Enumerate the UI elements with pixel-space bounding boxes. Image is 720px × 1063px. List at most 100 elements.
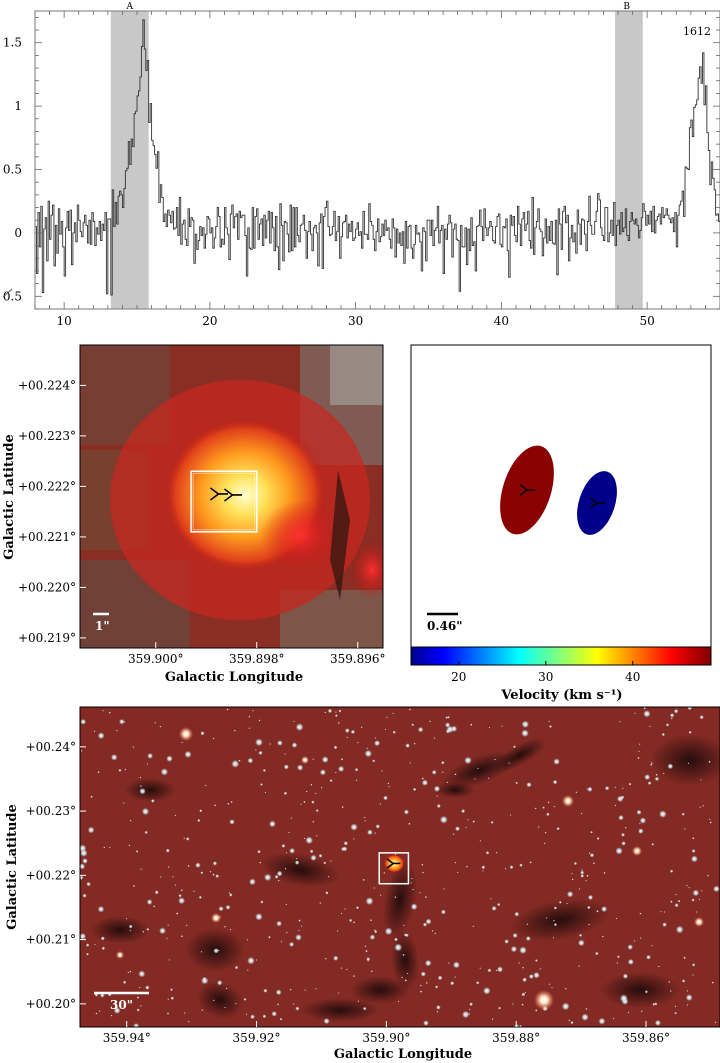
star bbox=[454, 976, 457, 978]
star bbox=[362, 1006, 367, 1011]
star bbox=[141, 807, 150, 816]
star bbox=[200, 871, 204, 875]
star bbox=[598, 1017, 606, 1025]
star bbox=[420, 971, 426, 977]
star bbox=[706, 874, 709, 877]
star bbox=[212, 861, 218, 866]
star bbox=[94, 943, 96, 946]
star bbox=[410, 882, 413, 884]
star bbox=[324, 711, 327, 714]
star bbox=[413, 742, 416, 745]
star bbox=[180, 889, 183, 892]
star bbox=[284, 753, 286, 755]
star bbox=[344, 728, 350, 734]
peak-label-A: A bbox=[125, 2, 133, 12]
star bbox=[495, 969, 498, 972]
star bbox=[212, 737, 215, 740]
star bbox=[335, 771, 337, 774]
star bbox=[587, 905, 591, 910]
star bbox=[695, 911, 698, 913]
star bbox=[388, 785, 390, 788]
star bbox=[624, 826, 627, 829]
star bbox=[616, 962, 619, 964]
star bbox=[446, 725, 454, 734]
star bbox=[465, 865, 468, 868]
star bbox=[283, 791, 288, 796]
star bbox=[421, 779, 429, 786]
star bbox=[552, 936, 555, 939]
star bbox=[474, 778, 476, 780]
star bbox=[431, 769, 437, 775]
star bbox=[408, 822, 411, 825]
star bbox=[686, 884, 688, 887]
star bbox=[304, 989, 307, 991]
star bbox=[153, 905, 156, 908]
star bbox=[397, 1000, 400, 1003]
star bbox=[700, 779, 702, 781]
star bbox=[357, 1000, 360, 1003]
star bbox=[552, 919, 555, 922]
star bbox=[330, 860, 332, 862]
star bbox=[252, 709, 254, 712]
star bbox=[495, 851, 498, 854]
star bbox=[615, 847, 623, 855]
field-frame bbox=[79, 706, 720, 1028]
star bbox=[174, 884, 177, 886]
star bbox=[263, 988, 268, 993]
star bbox=[86, 881, 91, 887]
star bbox=[614, 804, 617, 807]
bright-star bbox=[179, 727, 193, 741]
star bbox=[637, 756, 640, 760]
star bbox=[522, 977, 527, 983]
bright-star bbox=[694, 917, 704, 927]
star bbox=[620, 795, 625, 800]
star bbox=[379, 803, 382, 805]
star bbox=[364, 820, 366, 822]
star bbox=[373, 887, 376, 889]
star bbox=[197, 818, 201, 823]
star bbox=[392, 712, 395, 715]
star bbox=[616, 955, 620, 959]
star bbox=[167, 924, 170, 927]
dust-lane bbox=[90, 916, 150, 944]
star bbox=[440, 909, 446, 915]
star bbox=[213, 948, 219, 954]
star bbox=[110, 754, 118, 761]
field-ytick-label: +00.23° bbox=[26, 804, 76, 818]
star bbox=[200, 976, 209, 985]
spectrum-ytick-label: 0 bbox=[14, 226, 22, 240]
star bbox=[568, 1019, 571, 1022]
star bbox=[669, 990, 672, 992]
star bbox=[394, 896, 397, 899]
star bbox=[185, 837, 190, 841]
star bbox=[379, 894, 382, 896]
star bbox=[195, 862, 201, 868]
star bbox=[129, 929, 132, 932]
star bbox=[548, 724, 553, 729]
star bbox=[260, 783, 263, 786]
star bbox=[674, 1005, 677, 1008]
field-overlay bbox=[378, 852, 410, 885]
star bbox=[580, 812, 583, 815]
star bbox=[170, 996, 175, 1000]
star bbox=[467, 819, 469, 821]
zoom-marker bbox=[209, 487, 229, 501]
velocity-panel: 0.46" 20 30 40 Velocity (km s⁻¹) bbox=[410, 344, 712, 703]
star bbox=[421, 863, 424, 866]
star bbox=[290, 817, 293, 819]
star bbox=[417, 726, 424, 733]
star bbox=[303, 800, 306, 804]
star bbox=[124, 768, 127, 771]
star bbox=[97, 771, 100, 774]
star bbox=[640, 1010, 643, 1013]
star bbox=[551, 986, 553, 989]
spectrum-xtick-label: 50 bbox=[639, 314, 654, 328]
star bbox=[585, 879, 587, 882]
star bbox=[229, 893, 233, 897]
star bbox=[346, 968, 348, 971]
star bbox=[372, 759, 376, 763]
star bbox=[619, 994, 628, 1003]
star bbox=[230, 800, 233, 804]
star bbox=[651, 842, 655, 846]
